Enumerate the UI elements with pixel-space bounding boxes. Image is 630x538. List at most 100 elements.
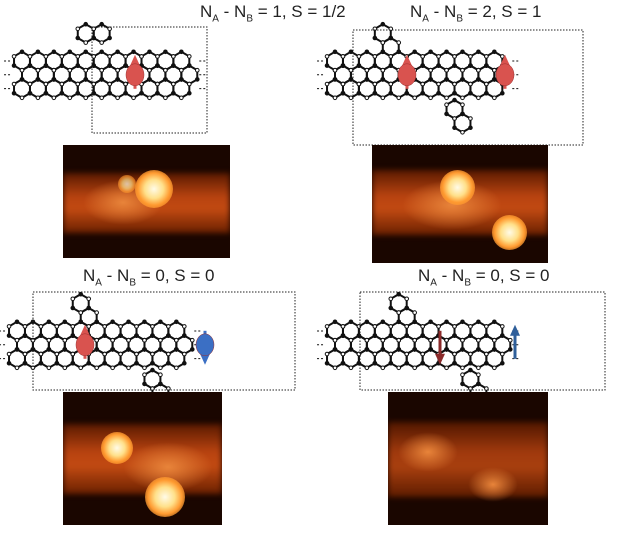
atom	[142, 319, 147, 325]
atom	[158, 381, 163, 387]
atom	[139, 90, 144, 96]
atom	[123, 81, 128, 87]
atom	[115, 67, 120, 73]
atom	[46, 347, 52, 352]
atom	[171, 54, 176, 59]
spin-up-sphere	[397, 63, 417, 87]
atom	[484, 360, 489, 366]
atom	[324, 333, 330, 338]
atom	[396, 310, 402, 315]
atom	[155, 63, 160, 68]
atom	[115, 95, 120, 101]
atom	[147, 49, 152, 55]
atom	[91, 35, 97, 41]
hexagon	[151, 348, 170, 369]
atom	[6, 324, 12, 329]
atom	[484, 351, 489, 357]
atom	[78, 365, 84, 371]
atom	[189, 347, 195, 352]
atom	[420, 54, 425, 59]
atom	[500, 90, 505, 96]
atom	[396, 365, 402, 371]
atom	[396, 40, 402, 45]
atom	[476, 381, 481, 387]
atom	[460, 347, 465, 352]
atom	[123, 90, 128, 96]
atom	[404, 351, 410, 357]
atom	[452, 54, 457, 59]
atom	[332, 77, 338, 82]
atom	[27, 90, 33, 96]
atom	[62, 337, 68, 343]
atom	[420, 81, 425, 87]
atom	[492, 347, 497, 352]
atom	[110, 337, 115, 343]
atom	[187, 54, 192, 59]
atom	[452, 90, 457, 96]
atom	[134, 324, 139, 329]
atom	[174, 337, 179, 343]
atom	[388, 90, 394, 96]
atom	[142, 365, 147, 371]
atom	[476, 372, 481, 378]
atom	[189, 337, 195, 343]
atom	[348, 365, 354, 371]
atom	[99, 67, 104, 73]
stm-image-4	[388, 392, 548, 525]
atom	[11, 54, 17, 59]
atom	[420, 90, 425, 96]
atom	[468, 125, 473, 130]
atom	[67, 67, 73, 73]
atom	[468, 360, 473, 366]
hexagon	[397, 306, 416, 328]
atom	[444, 337, 449, 343]
atom	[150, 324, 155, 329]
atom	[420, 63, 425, 68]
atom	[75, 35, 81, 41]
atom	[142, 372, 147, 378]
atom	[6, 360, 12, 366]
atom	[94, 347, 99, 352]
atom	[14, 347, 20, 352]
atom	[14, 337, 20, 343]
atom	[83, 40, 89, 45]
atom	[324, 81, 330, 87]
atom	[324, 90, 330, 96]
atom	[62, 365, 68, 371]
atom	[19, 77, 25, 82]
atom	[126, 347, 131, 352]
atom	[54, 324, 60, 329]
hexagon	[437, 78, 456, 99]
atom	[150, 367, 155, 373]
atom	[404, 296, 410, 302]
hexagon	[28, 78, 47, 99]
atom	[484, 324, 489, 329]
hexagon	[421, 348, 440, 369]
atom	[492, 77, 497, 82]
atom	[380, 319, 386, 325]
atom	[6, 333, 12, 338]
atom	[35, 95, 41, 101]
atom	[155, 81, 160, 87]
atom	[452, 81, 457, 87]
atom	[452, 97, 457, 103]
atom	[67, 77, 73, 82]
atom	[78, 291, 84, 297]
atom	[19, 95, 25, 101]
atom	[182, 324, 187, 329]
hexagon	[453, 348, 472, 369]
spin-arrow-head	[500, 54, 510, 66]
atom	[380, 95, 386, 101]
hexagon	[119, 348, 138, 369]
atom	[476, 67, 481, 73]
spin-arrow-head	[510, 324, 520, 336]
atom	[404, 90, 410, 96]
atom	[388, 54, 394, 59]
atom	[83, 77, 89, 82]
hexagon	[421, 78, 440, 99]
spin-up-sphere	[125, 63, 145, 87]
atom	[484, 63, 489, 68]
atom	[70, 351, 76, 357]
atom	[404, 305, 410, 311]
